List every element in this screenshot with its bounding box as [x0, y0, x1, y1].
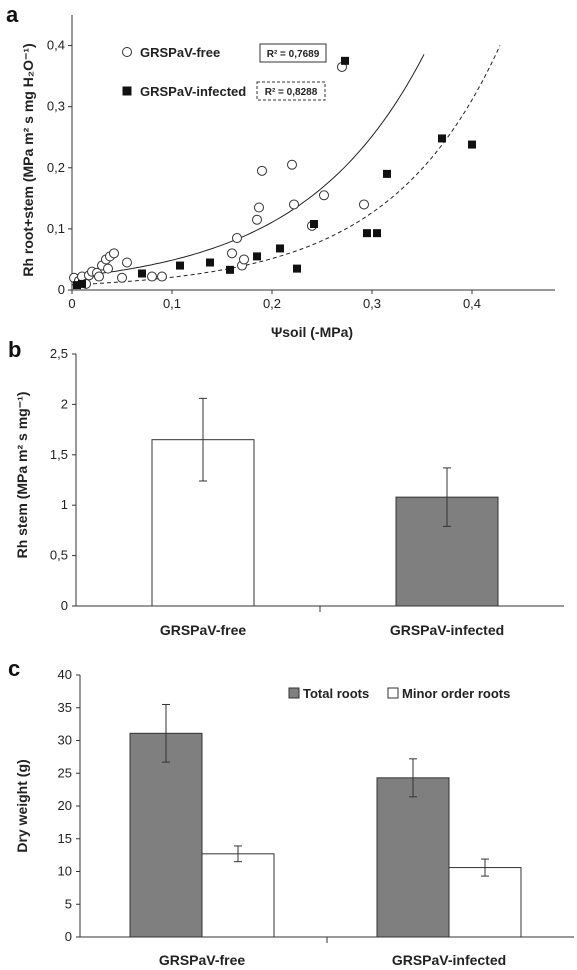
panel-a-legend: GRSPaV-free R² = 0,7689 GRSPaV-infected …: [122, 43, 327, 101]
legend-marker-free: [122, 47, 132, 57]
panel-b-category-label: GRSPaV-infected: [390, 622, 504, 638]
legend-label-total-roots: Total roots: [303, 686, 369, 701]
panel-a-x-axis-label: Ψsoil (-MPa): [271, 324, 353, 340]
bar-minor-roots: [448, 867, 522, 938]
panel-c-y-tick-label: 20: [58, 798, 72, 813]
panel-b-category-label: GRSPaV-free: [160, 622, 247, 638]
legend-swatch-total-roots: [288, 687, 300, 699]
data-point-free: [257, 165, 267, 176]
panel-a-y-tick-label: 0,1: [47, 221, 65, 236]
data-point-infected: [176, 261, 184, 270]
panel-b-bar: b 0 0,5 1 1,5 2 2,5 GRSPaV-free GRSPaV-infecte…: [8, 337, 564, 638]
data-point-free: [122, 257, 132, 268]
panel-c-y-tick-label: 10: [58, 864, 72, 879]
data-point-infected: [363, 229, 371, 238]
panel-a-y-tick-label: 0,3: [47, 99, 65, 114]
panel-c-bar: c 0 5 10 15 20 25 30 35 40 GRSPaV-free GRSPaV-inf…: [8, 656, 574, 968]
legend-label-free: GRSPaV-free: [140, 45, 220, 60]
data-point-infected: [138, 269, 146, 278]
panel-c-y-tick-label: 5: [65, 896, 72, 911]
bar-total-roots: [129, 732, 203, 938]
data-point-free: [103, 263, 113, 274]
r2-box-infected: [256, 81, 326, 101]
legend-swatch-minor-roots: [387, 687, 399, 699]
data-point-free: [239, 254, 249, 265]
panel-c-category-label: GRSPaV-infected: [392, 952, 506, 968]
panel-c-y-tick-label: 15: [58, 831, 72, 846]
panel-a-scatter: a 0 0,1 0,2 0,3 0,4 0 0,1 0,2 0,3 0,4 Rh root+st…: [6, 2, 555, 340]
panel-b-y-tick-label: 0: [61, 598, 68, 613]
panel-c-category-label: GRSPaV-free: [159, 952, 246, 968]
panel-a-trend-line-infected: [71, 45, 501, 286]
data-point-infected: [78, 279, 86, 288]
data-point-free: [287, 159, 297, 170]
data-point-free: [359, 199, 369, 210]
panel-c-y-tick-label: 30: [58, 733, 72, 748]
data-point-free: [227, 248, 237, 259]
data-point-infected: [310, 220, 318, 228]
legend-marker-infected: [122, 86, 132, 96]
panel-a-y-axis-label: Rh root+stem (MPa m² s mg H₂O⁻¹): [20, 43, 36, 276]
data-point-free: [319, 190, 329, 201]
data-point-infected: [373, 229, 381, 238]
data-point-infected: [383, 169, 391, 178]
panel-b-y-axis-label: Rh stem (MPa m² s mg⁻¹): [14, 392, 30, 559]
data-point-free: [232, 233, 242, 244]
panel-c-y-tick-label: 25: [58, 765, 72, 780]
panel-a-x-tick-label: 0,3: [363, 296, 381, 311]
data-point-infected: [341, 56, 349, 65]
data-point-infected: [293, 264, 301, 273]
legend-label-minor-roots: Minor order roots: [402, 686, 510, 701]
data-point-free: [109, 248, 119, 259]
data-point-free: [117, 272, 127, 283]
data-point-free: [254, 202, 264, 213]
r2-label-free: R² = 0,7689: [267, 49, 320, 60]
data-point-infected: [276, 244, 284, 253]
panel-c-y-axis-label: Dry weight (g): [14, 759, 30, 852]
data-point-infected: [226, 265, 234, 274]
panel-a-x-tick-label: 0: [68, 296, 75, 311]
data-point-infected: [73, 281, 81, 290]
panel-a-label: a: [6, 2, 19, 27]
panel-a-x-tick-label: 0,4: [463, 296, 481, 311]
bar-minor-roots: [201, 853, 275, 938]
data-point-free: [157, 271, 167, 282]
data-point-free: [147, 271, 157, 282]
data-point-free: [289, 199, 299, 210]
panel-b-y-tick-label: 1,5: [50, 447, 68, 462]
panel-a-x-tick-label: 0,2: [263, 296, 281, 311]
panel-a-trend-line-free: [71, 54, 425, 278]
bar-total-roots: [376, 777, 450, 938]
data-point-infected: [253, 252, 261, 261]
panel-b-y-tick-label: 0,5: [50, 548, 68, 563]
data-point-infected: [206, 258, 214, 267]
panel-a-y-tick-label: 0,4: [47, 38, 65, 53]
panel-c-y-tick-label: 40: [58, 667, 72, 682]
data-point-free: [252, 214, 262, 225]
r2-label-infected: R² = 0,8288: [265, 87, 318, 98]
legend-label-infected: GRSPaV-infected: [140, 84, 246, 99]
panel-a-y-tick-label: 0,2: [47, 160, 65, 175]
panel-b-label: b: [8, 337, 21, 362]
panel-c-legend: Total roots Minor order roots: [288, 686, 510, 701]
panel-a-y-tick-label: 0: [58, 282, 65, 297]
panel-c-y-tick-label: 0: [65, 929, 72, 944]
data-point-infected: [468, 140, 476, 149]
data-point-free: [94, 271, 104, 282]
r2-box-free: [259, 43, 327, 63]
panel-b-y-tick-label: 2,5: [50, 346, 68, 361]
panel-a-x-tick-label: 0,1: [163, 296, 181, 311]
panel-b-y-tick-label: 1: [61, 497, 68, 512]
panel-c-label: c: [8, 656, 20, 681]
panel-b-y-tick-label: 2: [61, 396, 68, 411]
panel-c-y-tick-label: 35: [58, 700, 72, 715]
data-point-infected: [438, 134, 446, 143]
